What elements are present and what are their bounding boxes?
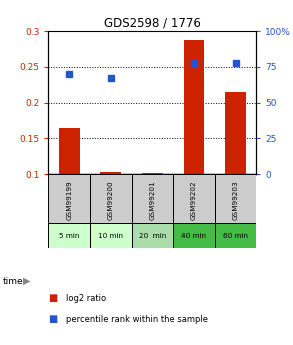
Bar [173, 174, 215, 223]
Title: GDS2598 / 1776: GDS2598 / 1776 [104, 17, 201, 30]
Text: 20  min: 20 min [139, 233, 166, 239]
Text: GSM99202: GSM99202 [191, 180, 197, 219]
Bar [225, 92, 246, 174]
Bar [183, 40, 205, 174]
Bar [215, 174, 256, 223]
Bar [100, 172, 121, 174]
Text: ▶: ▶ [23, 276, 31, 286]
Bar [90, 223, 132, 248]
Bar [132, 174, 173, 223]
Bar [173, 223, 215, 248]
Text: 10 min: 10 min [98, 233, 123, 239]
Text: percentile rank within the sample: percentile rank within the sample [66, 315, 208, 324]
Bar [48, 223, 90, 248]
Text: ■: ■ [48, 294, 58, 303]
Text: GSM99200: GSM99200 [108, 180, 114, 219]
Text: 5 min: 5 min [59, 233, 79, 239]
Bar [132, 223, 173, 248]
Bar [215, 223, 256, 248]
Text: GSM99199: GSM99199 [66, 180, 72, 219]
Text: log2 ratio: log2 ratio [66, 294, 106, 303]
Bar [90, 174, 132, 223]
Text: GSM99203: GSM99203 [233, 180, 239, 219]
Text: GSM99201: GSM99201 [149, 180, 155, 219]
Text: time: time [3, 277, 23, 286]
Text: 60 min: 60 min [223, 233, 248, 239]
Bar [59, 128, 79, 174]
Bar [48, 174, 90, 223]
Text: 40 min: 40 min [181, 233, 207, 239]
Text: ■: ■ [48, 314, 58, 324]
